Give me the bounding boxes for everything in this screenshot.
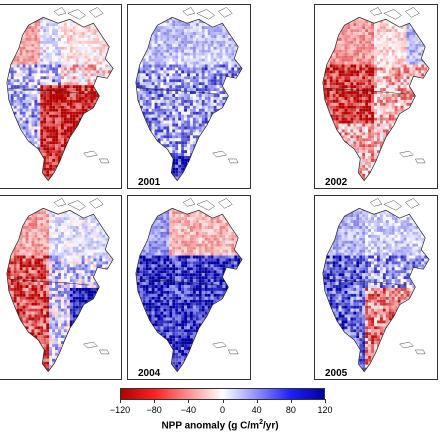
national-border	[8, 87, 90, 95]
map-panel-5: 2004	[127, 195, 251, 380]
island	[53, 7, 67, 16]
island	[67, 200, 87, 211]
map-panel-1	[0, 4, 122, 189]
island	[218, 198, 233, 209]
island	[414, 158, 426, 164]
island	[98, 349, 110, 355]
island	[405, 7, 420, 18]
map-5	[135, 198, 243, 373]
island	[182, 7, 196, 16]
colorbar-tick-label: −80	[146, 405, 162, 415]
island	[182, 198, 196, 207]
map-panel-3: 2002	[314, 4, 438, 189]
island	[414, 349, 426, 355]
island	[98, 158, 110, 164]
island	[89, 198, 104, 209]
map-4	[6, 198, 114, 373]
coastline	[322, 16, 430, 182]
map-panel-2: 2001	[127, 4, 251, 189]
colorbar-tick-label: 120	[317, 405, 333, 415]
island	[83, 150, 98, 158]
map-3	[322, 7, 430, 182]
colorbar-tick-label: −120	[109, 405, 131, 415]
island	[227, 158, 239, 164]
map-6	[322, 198, 430, 373]
colorbar-tick-mark	[222, 399, 224, 403]
year-label-2002: 2002	[325, 177, 348, 188]
coastline	[322, 207, 430, 373]
map-2	[135, 7, 243, 182]
colorbar-tick-mark	[188, 399, 190, 403]
island	[196, 200, 216, 211]
island	[83, 341, 98, 349]
island	[212, 150, 227, 158]
coastline	[6, 207, 114, 373]
island	[53, 198, 67, 207]
island	[369, 7, 383, 16]
colorbar-tick-label: 0	[219, 405, 226, 415]
island	[399, 341, 414, 349]
national-border	[324, 87, 406, 95]
island	[369, 198, 383, 207]
colorbar-tick-label: −40	[180, 405, 196, 415]
island	[196, 9, 216, 20]
year-label-2004: 2004	[138, 368, 161, 379]
colorbar-tick-label: 40	[251, 405, 262, 415]
colorbar-tick-mark	[290, 399, 292, 403]
coastline	[135, 207, 243, 373]
national-border	[137, 87, 219, 95]
national-border	[324, 278, 406, 286]
colorbar-tick-mark	[256, 399, 258, 403]
year-label-2001: 2001	[138, 177, 161, 188]
coastline	[6, 16, 114, 182]
island	[399, 150, 414, 158]
map-panel-4	[0, 195, 122, 380]
island	[227, 349, 239, 355]
island	[218, 7, 233, 18]
year-label-2005: 2005	[325, 368, 348, 379]
colorbar-tick-label: 80	[285, 405, 296, 415]
colorbar-label: NPP anomaly (g C/m2/yr)	[161, 419, 279, 432]
island	[89, 7, 104, 18]
island	[383, 200, 403, 211]
map-1	[6, 7, 114, 182]
island	[67, 9, 87, 20]
map-panel-6: 2005	[314, 195, 438, 380]
island	[405, 198, 420, 209]
island	[212, 341, 227, 349]
island	[383, 9, 403, 20]
national-border	[137, 278, 219, 286]
coastline	[135, 16, 243, 182]
colorbar-tick-mark	[120, 399, 121, 403]
national-border	[8, 278, 90, 286]
colorbar-tick-mark	[154, 399, 156, 403]
colorbar-tick-mark	[325, 399, 326, 403]
